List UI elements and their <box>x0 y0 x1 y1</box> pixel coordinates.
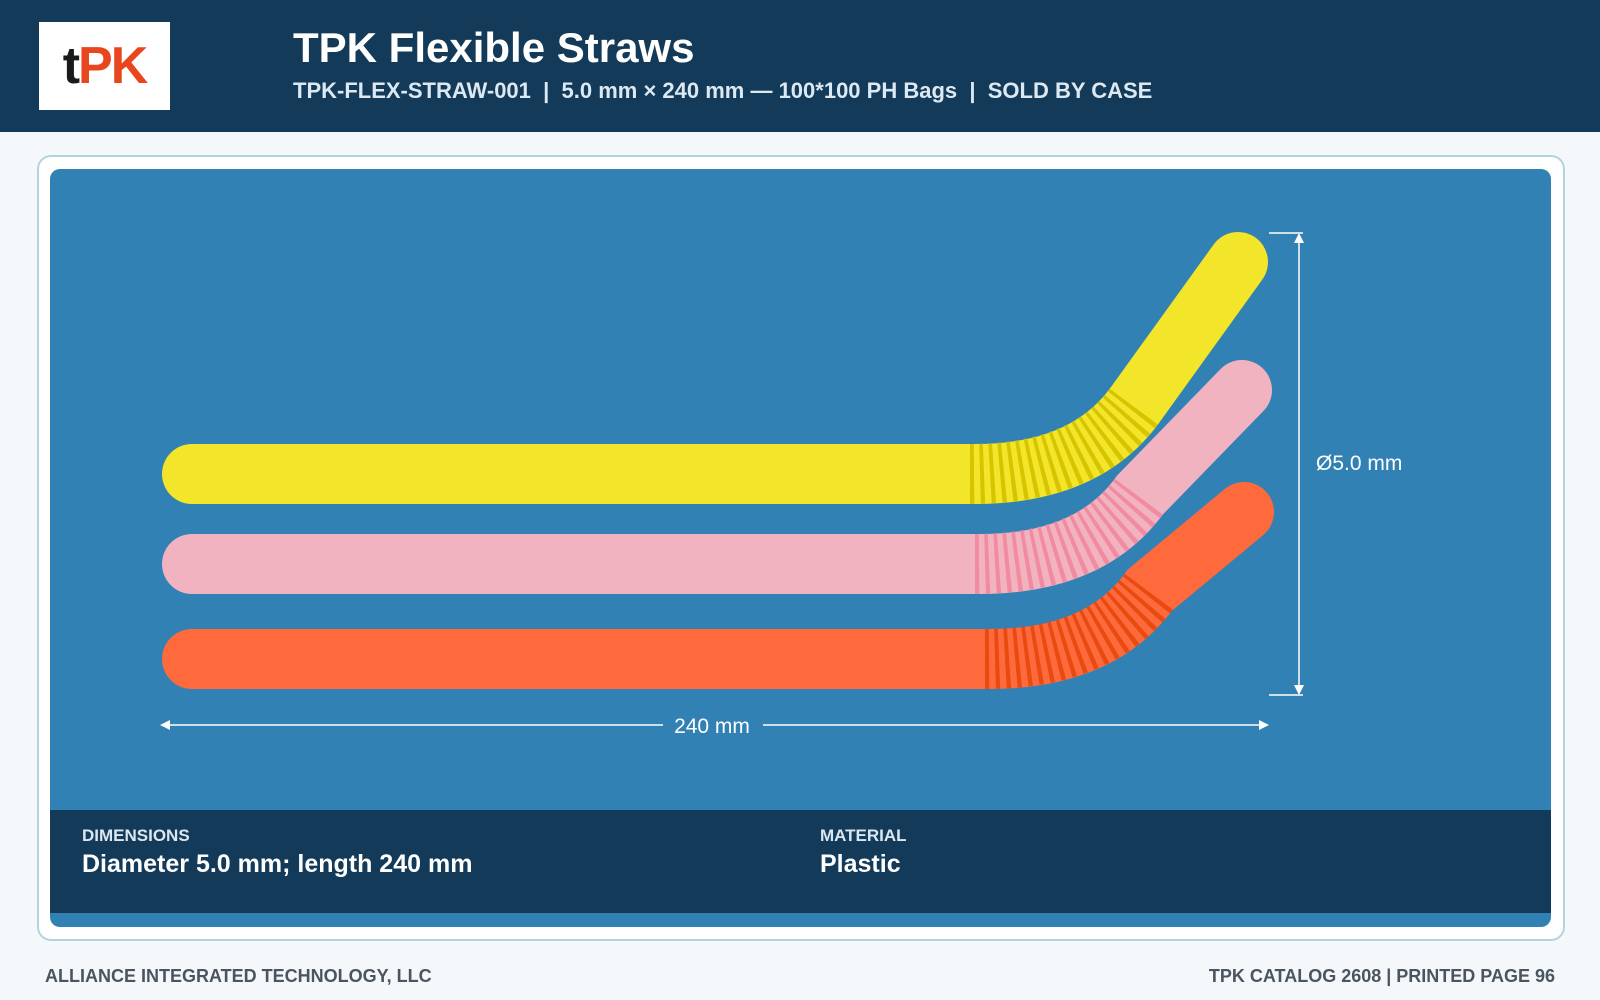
spec-value: Plastic <box>820 850 901 878</box>
subtitle: TPK-FLEX-STRAW-001 | 5.0 mm × 240 mm — 1… <box>293 78 1153 103</box>
footer-left: ALLIANCE INTEGRATED TECHNOLOGY, LLC <box>45 966 432 986</box>
diameter-label: Ø5.0 mm <box>1316 452 1402 475</box>
spec-label: MATERIAL <box>820 826 907 845</box>
title: TPK Flexible Straws <box>293 24 695 71</box>
logo-part: t <box>62 37 80 95</box>
logo-part: PK <box>78 37 148 95</box>
footer-right: TPK CATALOG 2608 | PRINTED PAGE 96 <box>1208 966 1555 986</box>
spec-value: Diameter 5.0 mm; length 240 mm <box>82 850 473 878</box>
logo: t PK <box>39 22 170 110</box>
spec-bar: DIMENSIONS Diameter 5.0 mm; length 240 m… <box>50 810 1551 913</box>
product-image: Ø5.0 mm 240 mm <box>160 232 1402 738</box>
header: t PK TPK Flexible Straws TPK-FLEX-STRAW-0… <box>0 0 1600 132</box>
length-label: 240 mm <box>674 715 750 738</box>
spec-label: DIMENSIONS <box>82 826 190 845</box>
product-panel: Ø5.0 mm 240 mm DIMENSIONS Diameter 5.0 m… <box>50 169 1551 927</box>
